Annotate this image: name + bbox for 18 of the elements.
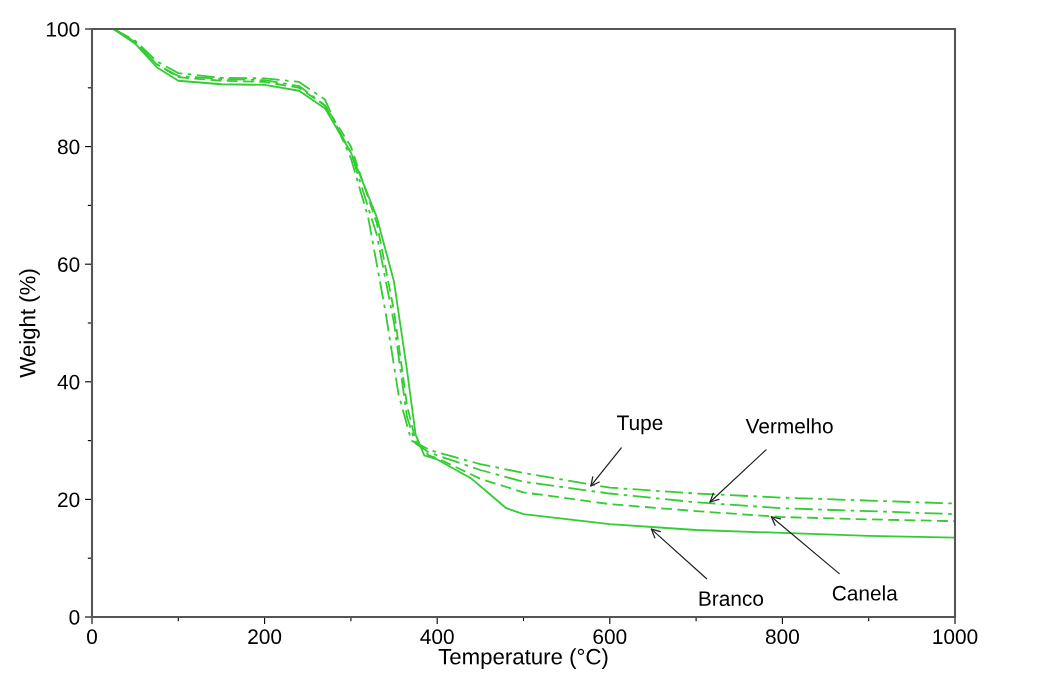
y-tick-label: 0: [69, 610, 80, 625]
y-tick-label: 80: [57, 139, 80, 155]
y-tick-label: 100: [47, 22, 80, 37]
x-tick-label: 600: [593, 629, 627, 645]
y-tick-label: 20: [58, 492, 80, 508]
x-tick-label: 0: [87, 629, 97, 645]
x-tick-label: 200: [248, 629, 282, 645]
annotation: Canela: [832, 585, 898, 601]
y-tick-label: 40: [57, 374, 80, 390]
y-axis-title: Weight (%): [19, 269, 40, 378]
x-tick-label: 400: [420, 629, 454, 645]
x-tick-label: 1000: [933, 629, 978, 645]
y-tick-label: 60: [58, 257, 80, 272]
annotation: Branco: [699, 591, 764, 607]
annotation: Tupe: [617, 415, 663, 435]
x-tick-label: 800: [765, 629, 799, 645]
annotation: Vermelho: [745, 418, 833, 434]
x-axis-title: Temperature (°C): [438, 648, 608, 669]
